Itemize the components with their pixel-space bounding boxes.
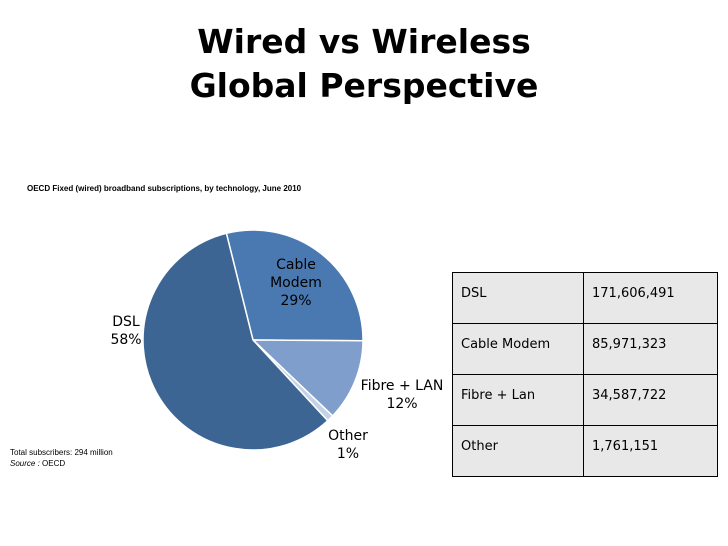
- slice-label-fibre-lan: Fibre + LAN 12%: [360, 378, 444, 412]
- slide-title-line-1: Wired vs Wireless: [197, 22, 531, 61]
- table-row: Cable Modem 85,971,323: [452, 323, 718, 375]
- source-value: OECD: [42, 459, 66, 468]
- slide-title-line-2: Global Perspective: [189, 66, 539, 105]
- slide-title: Wired vs Wireless Global Perspective: [140, 20, 588, 108]
- table-row: Other 1,761,151: [452, 425, 718, 477]
- table-cell-value: 171,606,491: [583, 272, 718, 324]
- pie-slice-cable-modem: [225, 229, 364, 342]
- chart-footnote: Total subscribers: 294 million Source : …: [10, 447, 113, 469]
- pie-slice-dsl: [142, 232, 329, 451]
- source-line: Source : OECD: [10, 458, 113, 469]
- table-cell-value: 85,971,323: [583, 323, 718, 375]
- table-cell-name: Cable Modem: [452, 323, 584, 375]
- total-subscribers: Total subscribers: 294 million: [10, 448, 113, 457]
- chart-title: OECD Fixed (wired) broadband subscriptio…: [27, 184, 302, 193]
- table-cell-name: Other: [452, 425, 584, 477]
- slice-label-dsl: DSL 58%: [110, 314, 142, 348]
- table-row: Fibre + Lan 34,587,722: [452, 374, 718, 426]
- subscriptions-table: DSL 171,606,491 Cable Modem 85,971,323 F…: [452, 272, 718, 477]
- table-cell-name: DSL: [452, 272, 584, 324]
- slice-label-cable-modem: Cable Modem 29%: [270, 257, 322, 309]
- slice-label-other: Other 1%: [328, 428, 368, 462]
- table-cell-value: 1,761,151: [583, 425, 718, 477]
- table-row: DSL 171,606,491: [452, 272, 718, 324]
- source-label: Source :: [10, 459, 40, 468]
- pie-slice-fibre-lan: [251, 339, 364, 417]
- table-cell-name: Fibre + Lan: [452, 374, 584, 426]
- table-cell-value: 34,587,722: [583, 374, 718, 426]
